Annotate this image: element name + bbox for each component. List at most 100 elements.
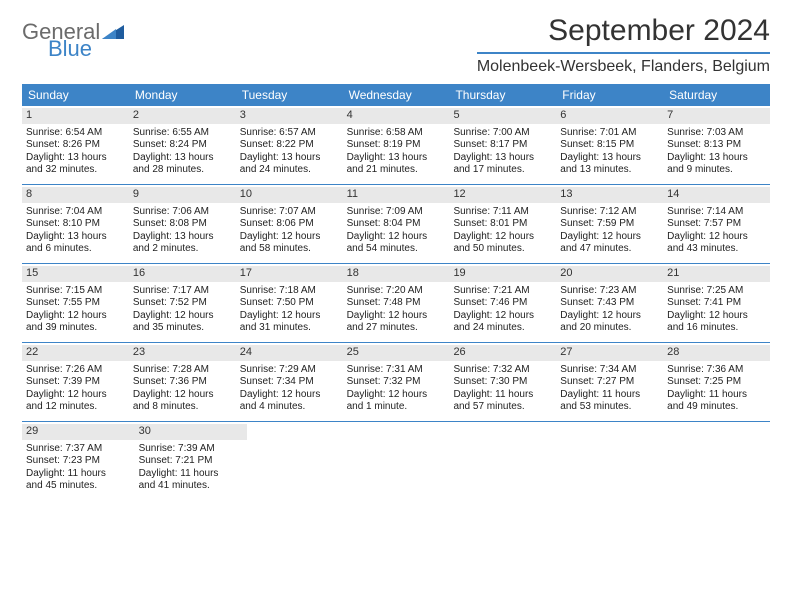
- weekday-header-row: Sunday Monday Tuesday Wednesday Thursday…: [22, 84, 770, 106]
- sunset-text: Sunset: 7:39 PM: [26, 376, 125, 389]
- day-cell: 21Sunrise: 7:25 AMSunset: 7:41 PMDayligh…: [663, 264, 770, 342]
- daylight-text: Daylight: 12 hours: [240, 310, 339, 323]
- day-number: 1: [22, 108, 129, 124]
- daylight-text: Daylight: 13 hours: [133, 152, 232, 165]
- sunrise-text: Sunrise: 7:12 AM: [560, 206, 659, 219]
- sunrise-text: Sunrise: 7:17 AM: [133, 285, 232, 298]
- sunrise-text: Sunrise: 7:28 AM: [133, 364, 232, 377]
- daylight-text: and 47 minutes.: [560, 243, 659, 256]
- day-number: 21: [663, 266, 770, 282]
- calendar: Sunday Monday Tuesday Wednesday Thursday…: [22, 84, 770, 500]
- day-number: 23: [129, 345, 236, 361]
- logo-text: General Blue: [22, 20, 124, 60]
- daylight-text: Daylight: 13 hours: [133, 231, 232, 244]
- sunset-text: Sunset: 7:48 PM: [347, 297, 446, 310]
- day-cell: 15Sunrise: 7:15 AMSunset: 7:55 PMDayligh…: [22, 264, 129, 342]
- sunset-text: Sunset: 7:43 PM: [560, 297, 659, 310]
- week-row: 22Sunrise: 7:26 AMSunset: 7:39 PMDayligh…: [22, 343, 770, 422]
- sunrise-text: Sunrise: 7:18 AM: [240, 285, 339, 298]
- empty-cell: [456, 422, 561, 500]
- day-number: 16: [129, 266, 236, 282]
- daylight-text: Daylight: 13 hours: [560, 152, 659, 165]
- page: General Blue September 2024 Molenbeek-We…: [0, 0, 792, 500]
- daylight-text: and 2 minutes.: [133, 243, 232, 256]
- daylight-text: Daylight: 13 hours: [347, 152, 446, 165]
- sunset-text: Sunset: 7:34 PM: [240, 376, 339, 389]
- location-label: Molenbeek-Wersbeek, Flanders, Belgium: [477, 58, 770, 76]
- daylight-text: Daylight: 12 hours: [26, 389, 125, 402]
- sunset-text: Sunset: 7:46 PM: [453, 297, 552, 310]
- sunrise-text: Sunrise: 7:29 AM: [240, 364, 339, 377]
- day-number: 22: [22, 345, 129, 361]
- week-row: 15Sunrise: 7:15 AMSunset: 7:55 PMDayligh…: [22, 264, 770, 343]
- daylight-text: and 35 minutes.: [133, 322, 232, 335]
- sunset-text: Sunset: 7:32 PM: [347, 376, 446, 389]
- sunrise-text: Sunrise: 6:54 AM: [26, 127, 125, 140]
- sunrise-text: Sunrise: 7:39 AM: [139, 443, 244, 456]
- daylight-text: and 17 minutes.: [453, 164, 552, 177]
- daylight-text: and 4 minutes.: [240, 401, 339, 414]
- day-number: 8: [22, 187, 129, 203]
- daylight-text: and 49 minutes.: [667, 401, 766, 414]
- daylight-text: and 58 minutes.: [240, 243, 339, 256]
- daylight-text: and 13 minutes.: [560, 164, 659, 177]
- empty-cell: [665, 422, 770, 500]
- sunrise-text: Sunrise: 7:07 AM: [240, 206, 339, 219]
- sunset-text: Sunset: 8:13 PM: [667, 139, 766, 152]
- day-number: 6: [556, 108, 663, 124]
- day-number: 5: [449, 108, 556, 124]
- day-cell: 7Sunrise: 7:03 AMSunset: 8:13 PMDaylight…: [663, 106, 770, 184]
- day-number: 3: [236, 108, 343, 124]
- weekday-header: Saturday: [663, 84, 770, 106]
- daylight-text: and 8 minutes.: [133, 401, 232, 414]
- day-number: 13: [556, 187, 663, 203]
- day-cell: 25Sunrise: 7:31 AMSunset: 7:32 PMDayligh…: [343, 343, 450, 421]
- daylight-text: and 24 minutes.: [453, 322, 552, 335]
- daylight-text: and 41 minutes.: [139, 480, 244, 493]
- day-cell: 9Sunrise: 7:06 AMSunset: 8:08 PMDaylight…: [129, 185, 236, 263]
- weekday-header: Sunday: [22, 84, 129, 106]
- weekday-header: Tuesday: [236, 84, 343, 106]
- sunrise-text: Sunrise: 7:34 AM: [560, 364, 659, 377]
- sunrise-text: Sunrise: 7:00 AM: [453, 127, 552, 140]
- empty-cell: [247, 422, 352, 500]
- daylight-text: and 9 minutes.: [667, 164, 766, 177]
- sunrise-text: Sunrise: 7:31 AM: [347, 364, 446, 377]
- daylight-text: and 32 minutes.: [26, 164, 125, 177]
- daylight-text: Daylight: 11 hours: [667, 389, 766, 402]
- day-cell: 12Sunrise: 7:11 AMSunset: 8:01 PMDayligh…: [449, 185, 556, 263]
- day-number: 28: [663, 345, 770, 361]
- title-block: September 2024 Molenbeek-Wersbeek, Fland…: [477, 14, 770, 76]
- day-number: 14: [663, 187, 770, 203]
- daylight-text: Daylight: 13 hours: [26, 231, 125, 244]
- sunset-text: Sunset: 7:50 PM: [240, 297, 339, 310]
- weekday-header: Thursday: [449, 84, 556, 106]
- day-cell: 13Sunrise: 7:12 AMSunset: 7:59 PMDayligh…: [556, 185, 663, 263]
- weekday-header: Friday: [556, 84, 663, 106]
- day-number: 18: [343, 266, 450, 282]
- day-cell: 27Sunrise: 7:34 AMSunset: 7:27 PMDayligh…: [556, 343, 663, 421]
- day-number: 26: [449, 345, 556, 361]
- day-cell: 4Sunrise: 6:58 AMSunset: 8:19 PMDaylight…: [343, 106, 450, 184]
- day-cell: 3Sunrise: 6:57 AMSunset: 8:22 PMDaylight…: [236, 106, 343, 184]
- sunset-text: Sunset: 8:08 PM: [133, 218, 232, 231]
- daylight-text: and 50 minutes.: [453, 243, 552, 256]
- daylight-text: and 16 minutes.: [667, 322, 766, 335]
- sunset-text: Sunset: 8:24 PM: [133, 139, 232, 152]
- sunrise-text: Sunrise: 7:15 AM: [26, 285, 125, 298]
- daylight-text: and 43 minutes.: [667, 243, 766, 256]
- day-number: 29: [22, 424, 135, 440]
- daylight-text: Daylight: 11 hours: [139, 468, 244, 481]
- daylight-text: Daylight: 12 hours: [453, 231, 552, 244]
- sunset-text: Sunset: 8:01 PM: [453, 218, 552, 231]
- day-cell: 6Sunrise: 7:01 AMSunset: 8:15 PMDaylight…: [556, 106, 663, 184]
- sunrise-text: Sunrise: 7:04 AM: [26, 206, 125, 219]
- sunrise-text: Sunrise: 7:14 AM: [667, 206, 766, 219]
- daylight-text: Daylight: 12 hours: [347, 231, 446, 244]
- daylight-text: and 45 minutes.: [26, 480, 131, 493]
- logo: General Blue: [22, 20, 124, 60]
- sunrise-text: Sunrise: 7:23 AM: [560, 285, 659, 298]
- daylight-text: and 57 minutes.: [453, 401, 552, 414]
- day-number: 2: [129, 108, 236, 124]
- day-number: 30: [135, 424, 248, 440]
